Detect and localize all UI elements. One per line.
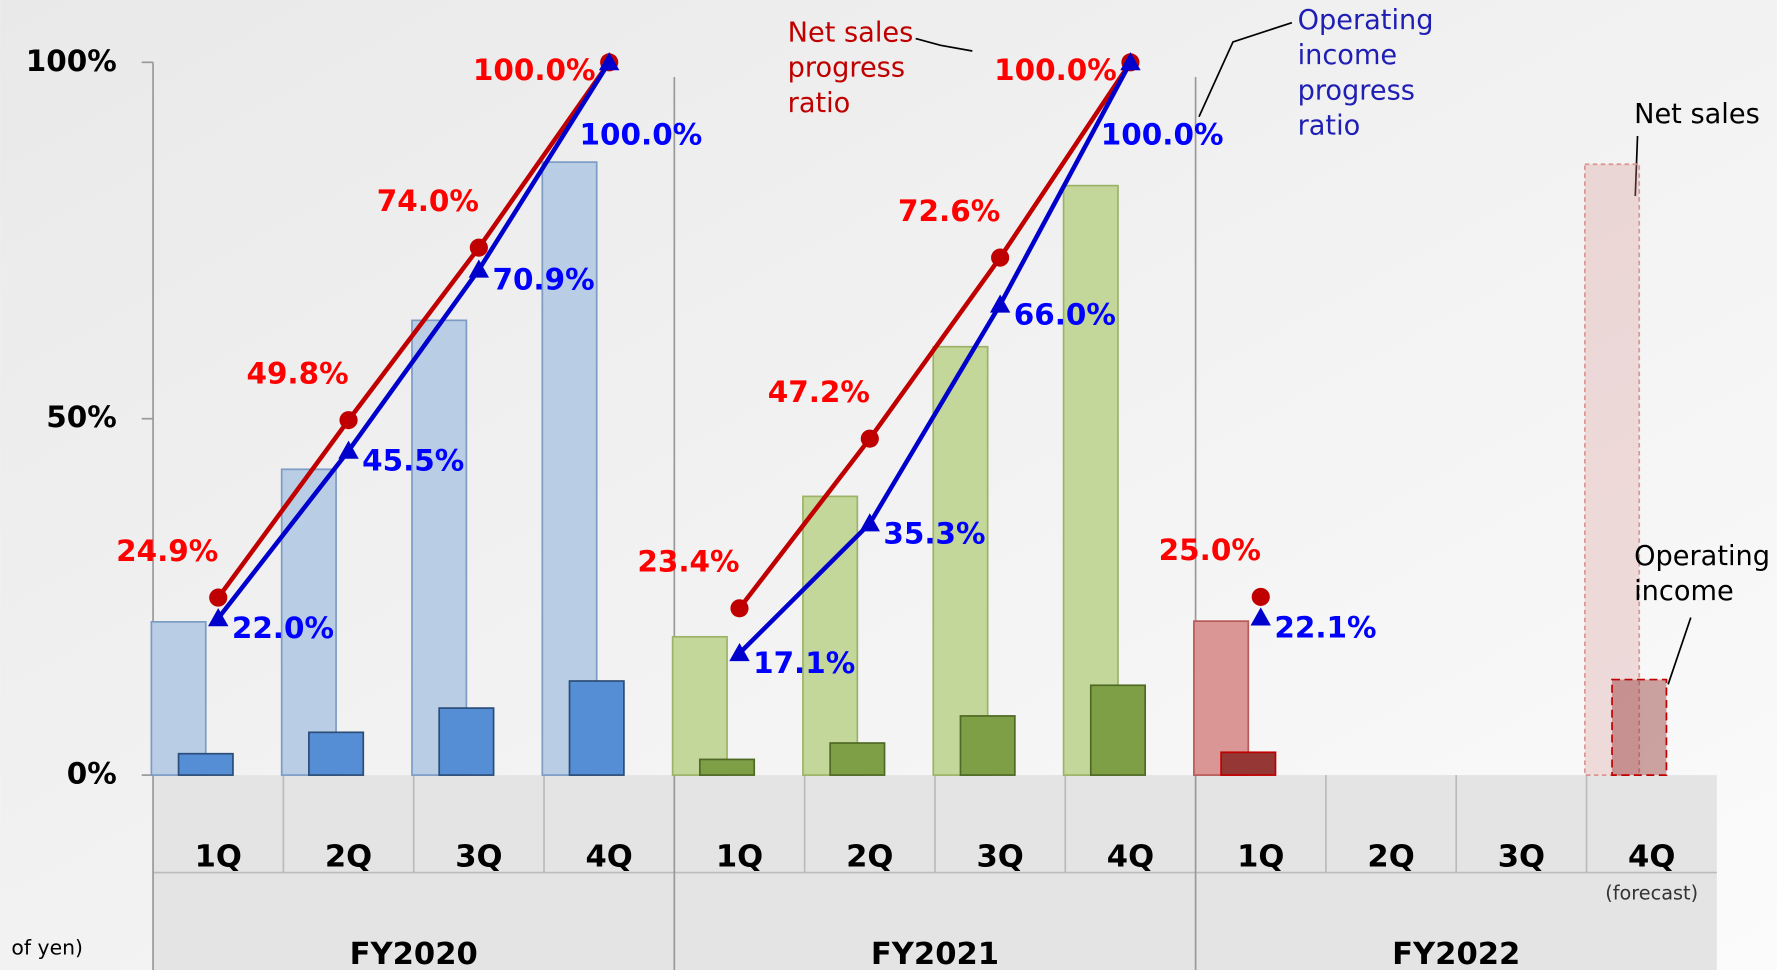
marker xyxy=(729,643,750,662)
bar xyxy=(541,161,598,776)
value-label: 72.6% xyxy=(898,194,1000,228)
y-tick-label: 100% xyxy=(26,44,117,78)
marker xyxy=(1251,587,1270,606)
bar xyxy=(1611,678,1668,776)
value-label: 66.0% xyxy=(1014,297,1116,331)
series-name: Operating xyxy=(1298,5,1434,36)
x-tick-label: 3Q xyxy=(455,839,502,874)
x-tick-label: 2Q xyxy=(846,839,893,874)
marker xyxy=(730,599,749,618)
marker xyxy=(468,259,490,278)
line xyxy=(216,61,612,620)
x-tick-label: 4Q xyxy=(1107,839,1154,874)
series-name: Net sales xyxy=(1634,99,1760,130)
category-note: (forecast) xyxy=(1605,882,1698,905)
x-tick-label: 2Q xyxy=(325,839,372,874)
x-tick-label: 1Q xyxy=(716,839,763,874)
x-tick-label: 4Q xyxy=(1628,839,1675,874)
bar xyxy=(959,715,1016,776)
bar xyxy=(438,707,495,776)
leader-line xyxy=(1667,617,1692,685)
line xyxy=(216,61,612,599)
marker xyxy=(991,248,1010,267)
marker xyxy=(989,294,1011,313)
marker xyxy=(338,440,359,459)
marker xyxy=(469,238,488,257)
series-name: Net sales xyxy=(788,17,914,48)
bar xyxy=(308,731,365,776)
value-label: 35.3% xyxy=(883,516,985,550)
series-name: income xyxy=(1298,40,1398,71)
bar xyxy=(1220,751,1277,776)
value-label: 100.0% xyxy=(580,117,703,151)
marker xyxy=(208,608,229,627)
bar xyxy=(177,752,234,776)
value-label: 22.0% xyxy=(232,611,334,645)
value-label: 22.1% xyxy=(1274,610,1376,644)
marker xyxy=(860,429,879,448)
value-label: 23.4% xyxy=(637,544,739,578)
bar xyxy=(932,345,989,776)
value-label: 70.9% xyxy=(492,263,594,297)
value-label: 100.0% xyxy=(473,53,596,87)
y-tick-label: 50% xyxy=(46,400,117,434)
value-label: 74.0% xyxy=(377,184,479,218)
value-label: 100.0% xyxy=(994,53,1117,87)
value-label: 25.0% xyxy=(1159,533,1261,567)
bar xyxy=(802,495,859,776)
series-name: ratio xyxy=(788,88,851,119)
line xyxy=(737,61,1133,655)
series-name: progress xyxy=(1298,75,1415,106)
bar xyxy=(698,758,756,776)
leader-line xyxy=(1198,21,1293,118)
series-name: income xyxy=(1634,576,1734,607)
value-label: 100.0% xyxy=(1101,117,1224,151)
series-name: ratio xyxy=(1298,110,1361,141)
x-tick-label: 1Q xyxy=(1237,839,1284,874)
bar xyxy=(1583,163,1641,776)
y-tick-label: 0% xyxy=(67,757,117,791)
marker xyxy=(339,411,358,430)
marker xyxy=(1120,52,1141,71)
x-tick-label: 3Q xyxy=(976,839,1023,874)
bar xyxy=(150,620,207,776)
marker xyxy=(1250,607,1271,626)
value-label: 24.9% xyxy=(116,534,218,568)
marker xyxy=(209,588,228,607)
x-tick-label: 3Q xyxy=(1498,839,1545,874)
series-name: Operating xyxy=(1634,541,1770,572)
group-label: FY2022 xyxy=(1392,937,1520,970)
group-label: FY2020 xyxy=(350,937,478,970)
value-label: 17.1% xyxy=(753,646,855,680)
bar xyxy=(568,680,625,776)
series-name: progress xyxy=(788,53,905,84)
marker xyxy=(598,52,620,71)
group-label: FY2021 xyxy=(871,937,999,970)
leader-line xyxy=(1634,135,1639,197)
leader-line xyxy=(915,37,973,52)
value-label: 45.5% xyxy=(362,444,464,478)
value-label: 47.2% xyxy=(768,375,870,409)
unit-note: of yen) xyxy=(11,935,83,959)
x-tick-label: 4Q xyxy=(586,839,633,874)
bar xyxy=(1089,684,1147,776)
x-tick-label: 2Q xyxy=(1367,839,1414,874)
line xyxy=(737,61,1133,610)
value-label: 49.8% xyxy=(246,356,348,390)
bar xyxy=(411,319,468,776)
bar xyxy=(1193,620,1250,776)
x-tick-label: 1Q xyxy=(195,839,242,874)
marker xyxy=(859,513,881,532)
bar xyxy=(671,635,728,776)
bar xyxy=(829,742,886,776)
